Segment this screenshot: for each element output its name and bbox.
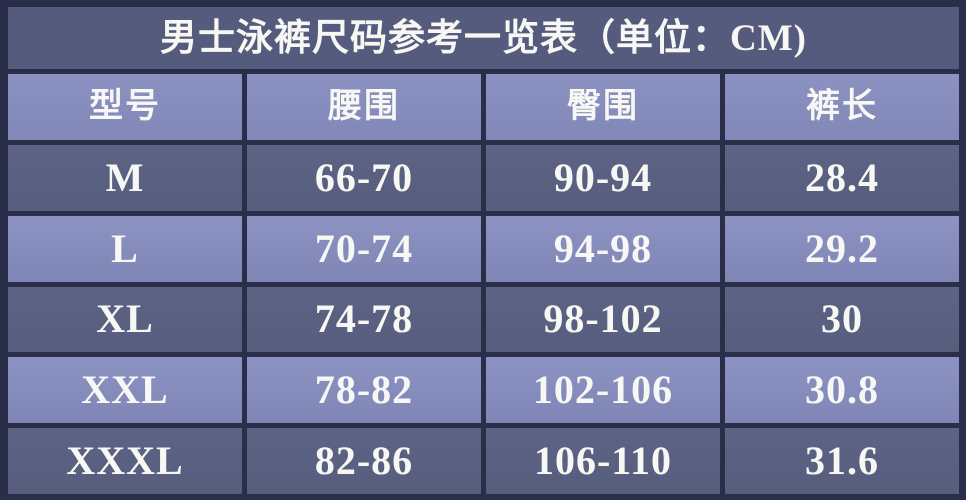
cell-size-xxxl: XXXL (8, 428, 242, 494)
cell-size-m: M (8, 144, 242, 211)
cell-length-xxxl: 31.6 (725, 428, 959, 494)
cell-length-xl: 30 (725, 286, 959, 353)
cell-hip-xxxl: 106-110 (486, 428, 720, 494)
cell-hip-m: 90-94 (486, 144, 720, 211)
cell-hip-l: 94-98 (486, 215, 720, 282)
cell-length-m: 28.4 (725, 144, 959, 211)
column-header-model: 型号 (8, 74, 242, 140)
cell-waist-xxxl: 82-86 (247, 428, 481, 494)
cell-hip-xxl: 102-106 (486, 357, 720, 424)
cell-waist-xl: 74-78 (247, 286, 481, 353)
column-header-waist: 腰围 (247, 74, 481, 140)
cell-size-xxl: XXL (8, 357, 242, 424)
cell-length-xxl: 30.8 (725, 357, 959, 424)
column-header-length: 裤长 (725, 74, 959, 140)
cell-waist-l: 70-74 (247, 215, 481, 282)
cell-size-xl: XL (8, 286, 242, 353)
column-header-hip: 臀围 (486, 74, 720, 140)
cell-waist-xxl: 78-82 (247, 357, 481, 424)
cell-size-l: L (8, 215, 242, 282)
table-title: 男士泳裤尺码参考一览表（单位：CM) (8, 7, 959, 69)
cell-hip-xl: 98-102 (486, 286, 720, 353)
cell-waist-m: 66-70 (247, 144, 481, 211)
cell-length-l: 29.2 (725, 215, 959, 282)
